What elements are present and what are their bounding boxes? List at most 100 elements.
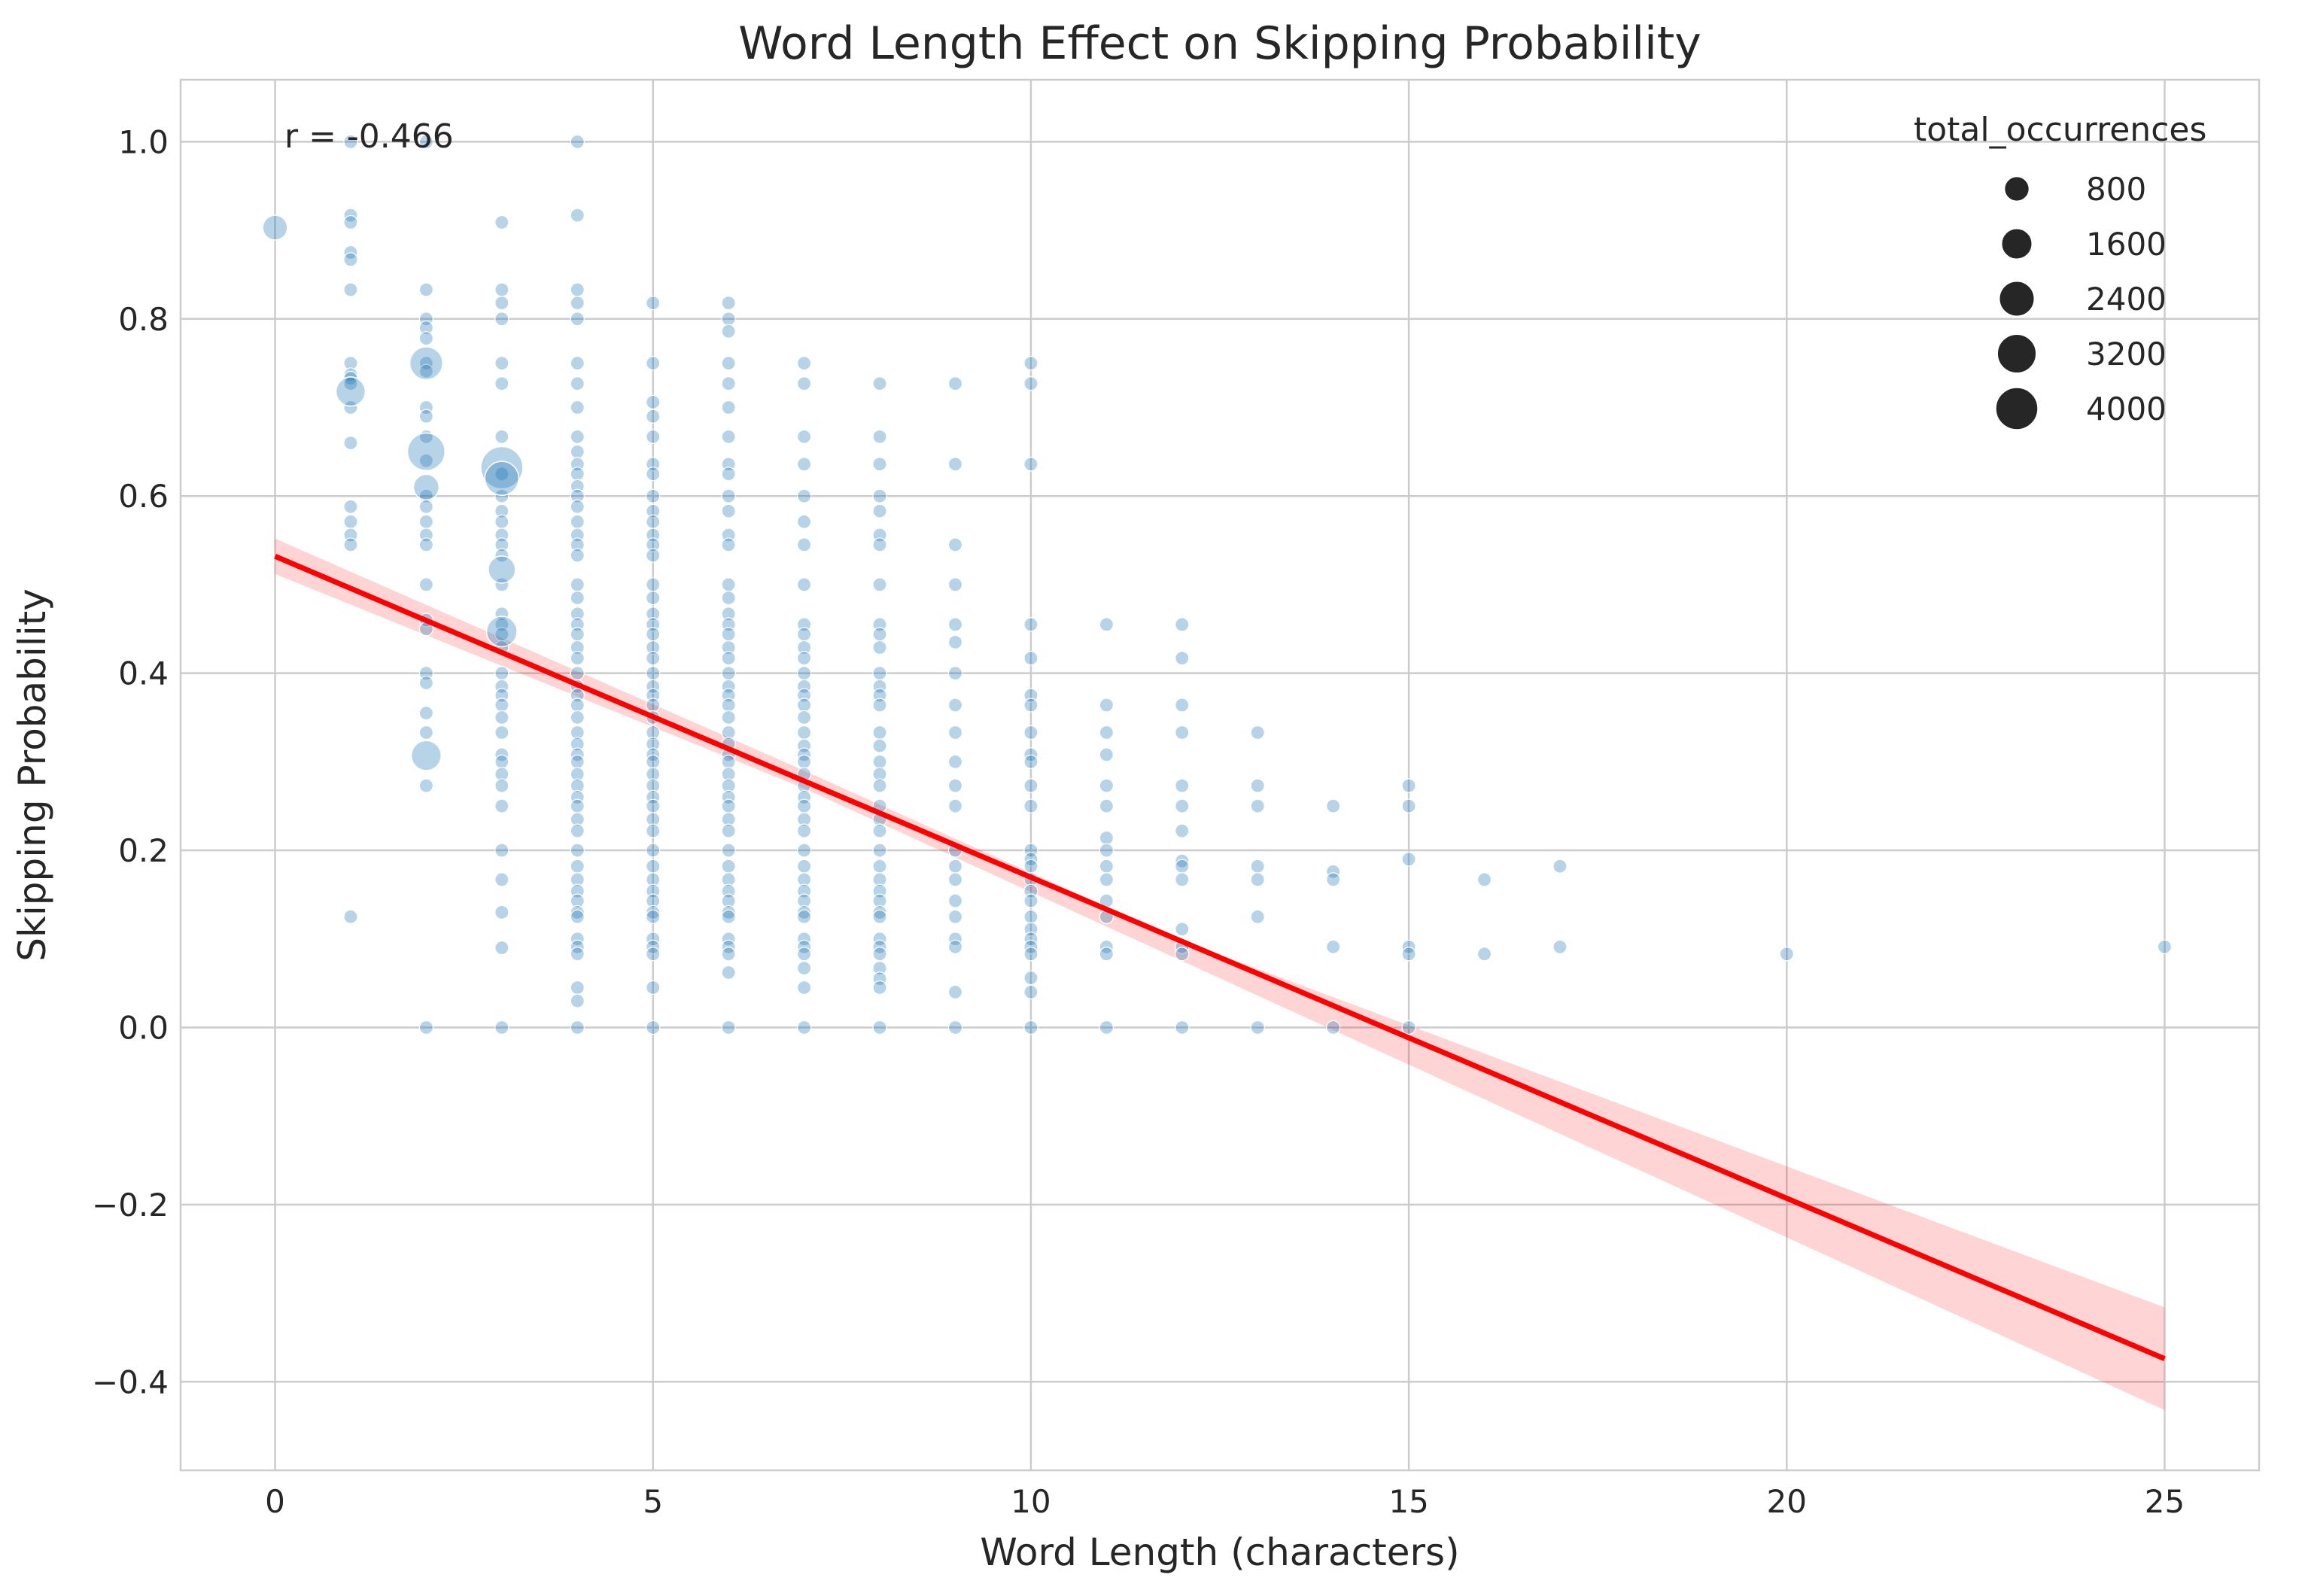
scatter-point — [872, 1020, 887, 1035]
scatter-point — [570, 798, 585, 813]
correlation-annotation: r = -0.466 — [284, 117, 454, 156]
scatter-point — [1401, 947, 1416, 962]
scatter-point — [872, 627, 887, 642]
scatter-point — [947, 537, 963, 552]
scatter-point — [488, 555, 516, 584]
scatter-point — [646, 843, 661, 858]
scatter-point — [796, 812, 812, 827]
scatter-point — [1250, 798, 1265, 813]
scatter-point — [1175, 922, 1190, 937]
scatter-point — [570, 537, 585, 552]
scatter-point — [1326, 864, 1341, 879]
scatter-point — [872, 932, 887, 947]
scatter-point — [1476, 947, 1492, 962]
scatter-point — [1099, 725, 1114, 740]
scatter-point — [1401, 798, 1416, 813]
scatter-point — [343, 909, 358, 924]
scatter-point — [721, 859, 736, 874]
y-tick-label: −0.2 — [92, 1187, 169, 1224]
scatter-point — [1175, 725, 1190, 740]
scatter-point — [570, 640, 585, 655]
scatter-point — [1250, 859, 1265, 874]
scatter-point — [570, 1020, 585, 1035]
scatter-point — [418, 725, 434, 740]
scatter-point — [494, 282, 509, 297]
scatter-point — [570, 577, 585, 592]
scatter-point — [335, 376, 366, 407]
scatter-point — [1023, 932, 1038, 947]
y-tick-label: 1.0 — [118, 123, 169, 160]
scatter-point — [947, 457, 963, 472]
scatter-point — [721, 651, 736, 666]
legend-marker — [1998, 280, 2036, 318]
scatter-point — [646, 606, 661, 622]
scatter-point — [570, 980, 585, 996]
scatter-point — [721, 798, 736, 813]
scatter-point — [1099, 698, 1114, 713]
scatter-point — [721, 754, 736, 769]
scatter-point — [570, 698, 585, 713]
scatter-point — [570, 932, 585, 947]
scatter-point — [872, 947, 887, 962]
scatter-point — [1023, 651, 1038, 666]
scatter-point — [872, 429, 887, 444]
scatter-point — [1023, 909, 1038, 924]
scatter-point — [646, 514, 661, 529]
scatter-point — [570, 909, 585, 924]
scatter-point — [570, 737, 585, 752]
scatter-point — [947, 939, 963, 954]
scatter-point — [646, 548, 661, 563]
scatter-point — [646, 698, 661, 713]
scatter-point — [494, 778, 509, 793]
scatter-point — [646, 1020, 661, 1035]
scatter-point — [570, 843, 585, 858]
scatter-point — [721, 947, 736, 962]
scatter-point — [796, 537, 812, 552]
scatter-point — [646, 909, 661, 924]
scatter-point — [646, 537, 661, 552]
scatter-point — [494, 872, 509, 887]
scatter-point — [494, 940, 509, 956]
scatter-point — [721, 429, 736, 444]
scatter-point — [343, 499, 358, 514]
scatter-point — [1023, 457, 1038, 472]
scatter-point — [796, 843, 812, 858]
scatter-point — [721, 843, 736, 858]
scatter-point — [2157, 939, 2173, 954]
scatter-point — [721, 666, 736, 681]
scatter-point — [406, 432, 446, 472]
scatter-point — [721, 767, 736, 782]
scatter-point — [343, 252, 358, 267]
scatter-point — [343, 400, 358, 415]
scatter-point — [872, 980, 887, 996]
scatter-point — [494, 214, 509, 230]
scatter-point — [947, 1020, 963, 1035]
scatter-point — [646, 296, 661, 311]
scatter-point — [1175, 853, 1190, 868]
scatter-point — [872, 666, 887, 681]
scatter-point — [343, 214, 358, 230]
scatter-point — [1326, 872, 1341, 887]
scatter-point — [646, 737, 661, 752]
scatter-point — [418, 514, 434, 529]
scatter-point — [721, 400, 736, 415]
scatter-point — [796, 698, 812, 713]
scatter-point — [1175, 778, 1190, 793]
scatter-point — [721, 710, 736, 725]
scatter-point — [646, 503, 661, 518]
scatter-point — [796, 932, 812, 947]
legend-marker — [2000, 227, 2033, 260]
scatter-point — [796, 872, 812, 887]
scatter-point — [570, 606, 585, 622]
scatter-point — [721, 356, 736, 371]
legend-marker — [1996, 333, 2037, 374]
scatter-point — [570, 548, 585, 563]
scatter-point — [1023, 617, 1038, 632]
y-tick-label: −0.4 — [92, 1363, 169, 1400]
scatter-point — [570, 823, 585, 838]
scatter-point — [1099, 872, 1114, 887]
scatter-point — [646, 409, 661, 424]
scatter-point — [570, 627, 585, 642]
scatter-point — [570, 947, 585, 962]
scatter-point — [1099, 617, 1114, 632]
